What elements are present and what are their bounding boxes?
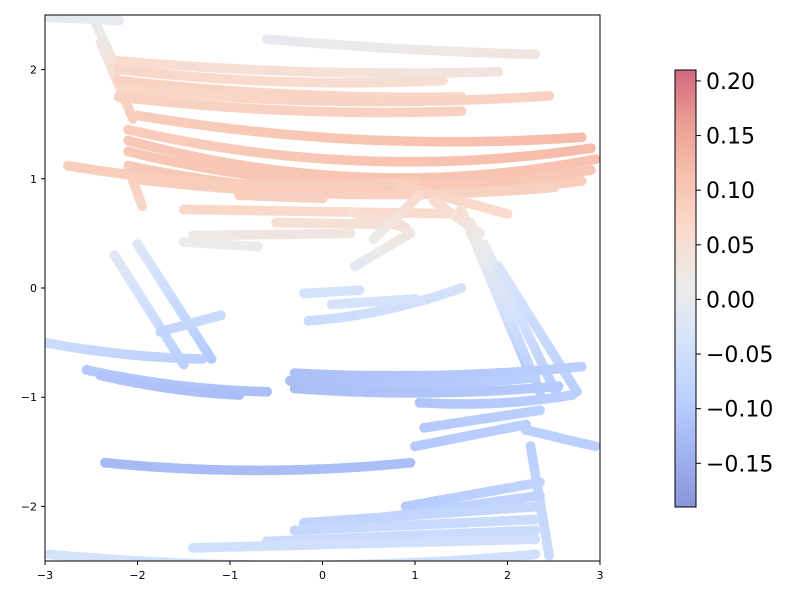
scatter-point — [286, 560, 291, 561]
scatter-point — [456, 106, 467, 117]
y-tick-label: −1 — [21, 391, 37, 404]
scatter-point — [405, 457, 416, 468]
scatter-point — [530, 372, 541, 383]
scatter-point — [257, 560, 264, 561]
scatter-point — [414, 190, 425, 201]
scatter-point — [249, 560, 256, 561]
scatter-point — [534, 477, 545, 488]
scatter-point — [530, 514, 541, 525]
scatter-point — [269, 560, 276, 561]
scatter-point — [266, 560, 272, 561]
y-tick-label: 0 — [30, 282, 37, 295]
scatter-point — [234, 390, 245, 400]
colorbar-ticks: −0.15 −0.10 −0.05 0.00 0.05 0.10 0.15 0.20 — [696, 70, 773, 477]
scatter-point — [530, 49, 541, 60]
scatter-point — [405, 228, 416, 239]
scatter-point — [544, 550, 555, 561]
scatter-point — [502, 208, 513, 219]
colorbar-gradient — [675, 70, 696, 507]
x-tick-label: 0 — [319, 569, 326, 582]
scatter-point — [282, 560, 287, 561]
scatter-point — [262, 386, 272, 397]
x-tick-label: −1 — [222, 569, 238, 582]
x-tick-label: 2 — [504, 569, 511, 582]
colorbar-tick-label: −0.10 — [706, 398, 773, 423]
scatter-point — [590, 441, 600, 452]
scatter-point — [567, 390, 578, 400]
y-tick-label: 2 — [30, 64, 37, 77]
x-tick-label: 1 — [412, 569, 419, 582]
scatter-point — [206, 354, 217, 364]
scatter-point — [576, 176, 587, 186]
colorbar-tick-label: 0.10 — [706, 179, 755, 204]
colorbar-tick-label: −0.05 — [706, 343, 773, 368]
scatter-point — [294, 560, 299, 561]
scatter-point — [261, 560, 268, 561]
colorbar-tick-label: 0.15 — [706, 125, 755, 150]
x-tick-label: −2 — [129, 569, 145, 582]
scatter-point — [530, 534, 541, 545]
scatter-point — [530, 525, 541, 536]
colorbar-tick-label: 0.20 — [706, 70, 755, 95]
x-tick-label: 3 — [597, 569, 604, 582]
scatter-point — [534, 490, 545, 501]
scatter-point — [215, 310, 226, 321]
scatter-point — [493, 66, 504, 77]
colorbar-tick-label: −0.15 — [706, 452, 773, 477]
scatter-point — [277, 560, 284, 561]
scatter-point — [437, 75, 448, 86]
scatter-point — [590, 154, 600, 165]
scatter-point — [329, 560, 336, 561]
scatter-point — [137, 201, 148, 212]
y-tick-label: −2 — [21, 500, 37, 513]
scatter-point — [534, 501, 545, 512]
scatter-point — [317, 193, 328, 204]
scatter-point — [585, 165, 596, 176]
scatter-point — [252, 241, 263, 252]
scatter-point — [456, 283, 467, 293]
colorbar-tick-label: 0.00 — [706, 288, 755, 313]
scatter-point — [345, 228, 356, 239]
y-tick-label: 1 — [30, 173, 37, 186]
scatter-point — [354, 285, 365, 296]
scatter-point — [301, 560, 307, 561]
scatter-point — [544, 90, 555, 101]
scatter-point — [396, 219, 407, 230]
scatter-point — [548, 182, 559, 193]
scatter-point — [114, 15, 124, 26]
y-axis: −2 −1 0 1 2 — [21, 64, 45, 513]
colorbar-tick-label: 0.05 — [706, 234, 755, 259]
scatter-point — [585, 143, 596, 154]
scatter-point — [253, 560, 260, 561]
scatter-point — [576, 361, 587, 372]
x-axis: −3 −2 −1 0 1 2 3 — [37, 561, 604, 582]
colorbar: −0.15 −0.10 −0.05 0.00 0.05 0.10 0.15 0.20 — [674, 69, 773, 508]
scatter-point — [298, 560, 303, 561]
scatter-point — [290, 560, 295, 561]
scatter-marks — [45, 15, 600, 561]
scatter-point — [534, 405, 545, 416]
plot-area: −3 −2 −1 0 1 2 3 −2 −1 0 1 2 — [21, 14, 604, 582]
x-tick-label: −3 — [37, 569, 53, 582]
scatter-point — [309, 560, 315, 561]
scatter-point — [273, 560, 280, 561]
scatter-point — [197, 354, 208, 364]
scatter-point — [576, 132, 587, 143]
scatter-point — [305, 560, 311, 561]
scatter-point — [410, 293, 420, 304]
colorbar-frame — [674, 69, 697, 508]
scatter-point — [530, 549, 541, 560]
scatter-point — [553, 381, 564, 392]
